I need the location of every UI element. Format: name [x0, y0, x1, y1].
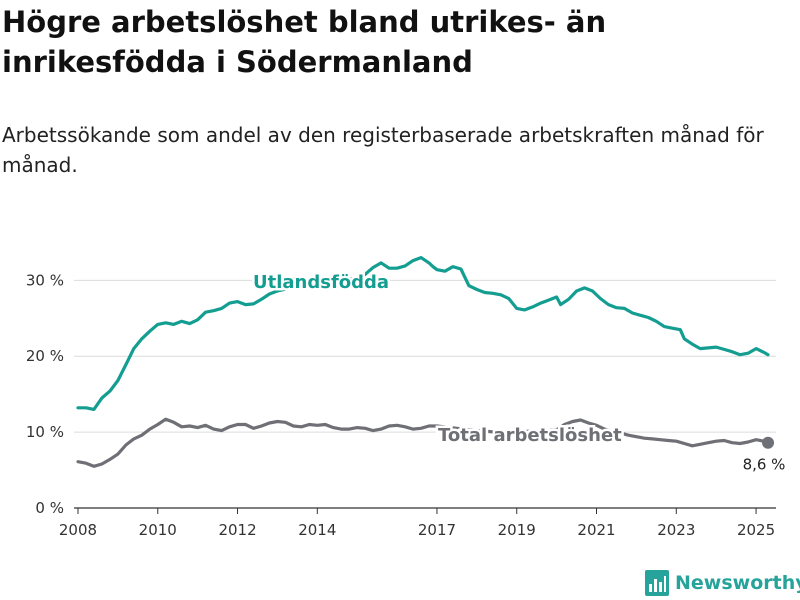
series-layer — [76, 256, 775, 468]
bar-chart-icon — [645, 570, 669, 596]
series-line-total-arbetsl-shet — [76, 417, 770, 468]
end-value-label: 8,6 % — [743, 456, 786, 474]
x-tick-label: 2017 — [418, 521, 456, 539]
x-tick-label: 2025 — [737, 521, 775, 539]
series-label-total: Total arbetslöshet — [438, 425, 622, 446]
y-tick-label: 0 % — [35, 499, 64, 517]
label-layer: Utlandsfödda Total arbetslöshet 8,6 % — [251, 269, 786, 474]
newsworthy-logo: Newsworthy — [645, 568, 800, 598]
x-tick-label: 2012 — [218, 521, 256, 539]
y-tick-label: 30 % — [26, 271, 64, 289]
brand-name: Newsworthy — [675, 572, 800, 594]
axis-layer: 0 % 10 % 20 % 30 % 2008 2010 2012 2014 2017 2019 2… — [26, 271, 776, 539]
x-tick-label: 2023 — [657, 521, 695, 539]
y-tick-label: 10 % — [26, 423, 64, 441]
x-tick-label: 2010 — [139, 521, 177, 539]
series-label-utlandsfodda: Utlandsfödda — [253, 272, 389, 293]
chart-title: Högre arbetslöshet bland utrikes- än inr… — [2, 5, 607, 79]
x-tick-label: 2021 — [577, 521, 615, 539]
series-line-utlandsf-dda — [76, 256, 770, 411]
x-tick-label: 2019 — [498, 521, 536, 539]
chart-subtitle: Arbetssökande som andel av den registerb… — [2, 123, 764, 177]
y-tick-label: 20 % — [26, 347, 64, 365]
grid-layer — [74, 279, 776, 433]
end-point-marker — [762, 436, 775, 449]
x-tick-label: 2008 — [59, 521, 97, 539]
x-tick-label: 2014 — [298, 521, 336, 539]
